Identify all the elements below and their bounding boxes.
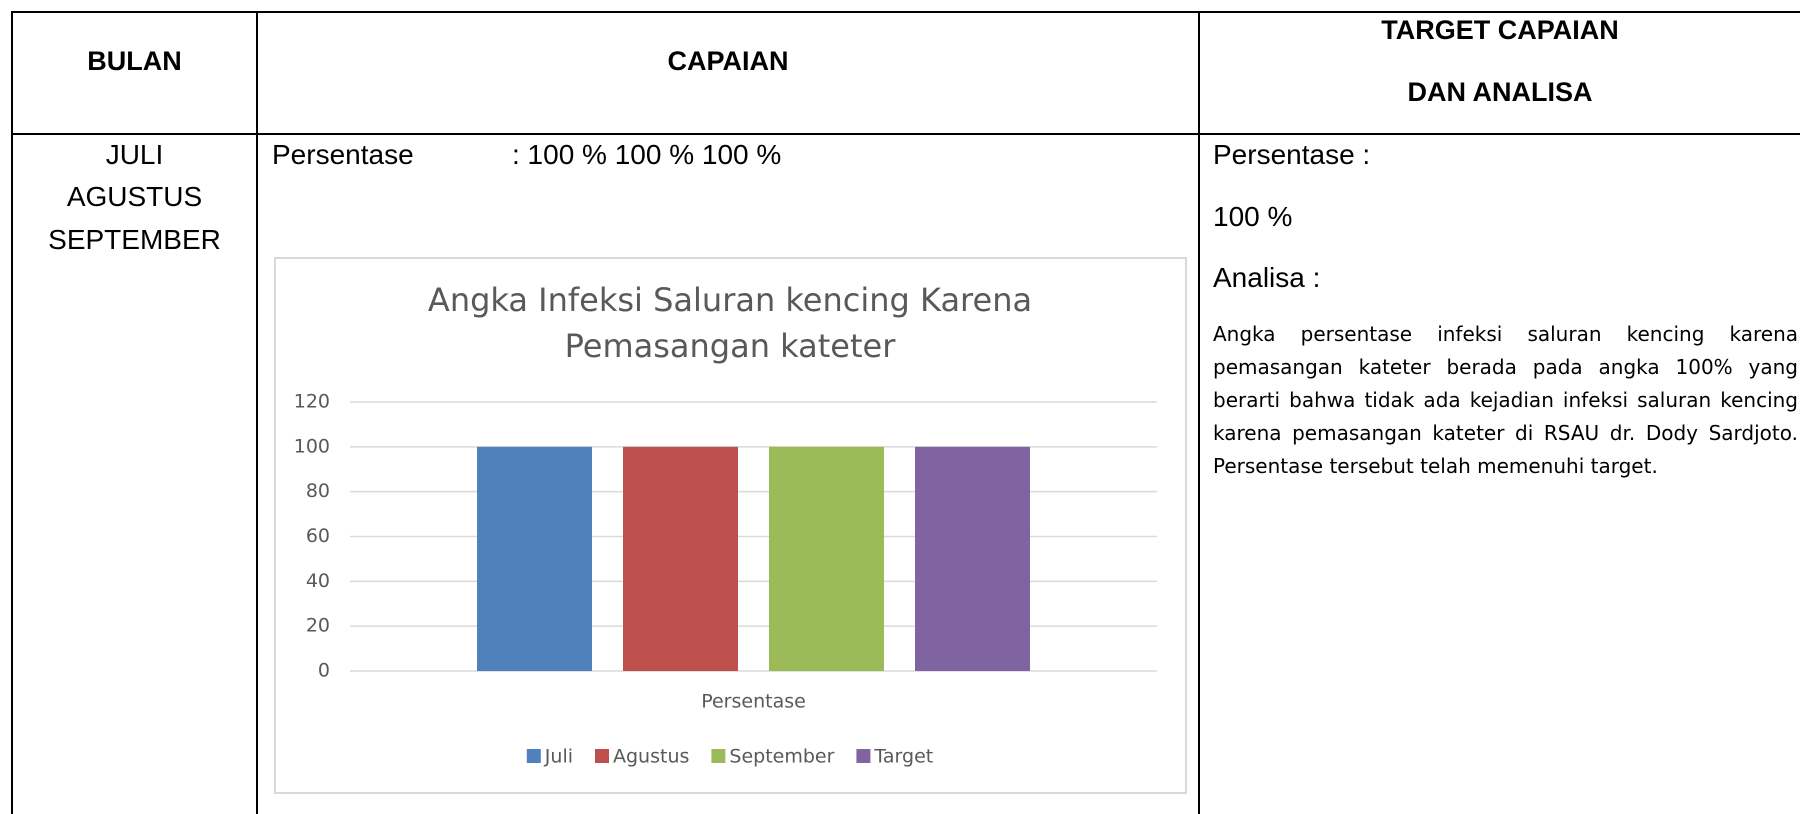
y-tick-label: 100 xyxy=(294,435,330,457)
header: BULAN xyxy=(87,46,182,76)
legend-label: September xyxy=(729,746,834,768)
chart-title: Angka Infeksi Saluran kencing Karena xyxy=(428,281,1032,319)
legend-swatch xyxy=(711,749,726,763)
legend-label: Juli xyxy=(544,746,573,768)
border xyxy=(11,11,1800,13)
chart: Angka Infeksi Saluran kencing Karena Pem… xyxy=(274,257,1187,794)
analysis: Angka persentase infeksi saluran kencing… xyxy=(1213,322,1798,478)
legend-label: Target xyxy=(873,746,933,768)
header: TARGET CAPAIAN xyxy=(1381,15,1619,45)
border xyxy=(1198,11,1200,814)
legend-label: Agustus xyxy=(613,746,689,768)
y-tick-label: 20 xyxy=(306,615,330,637)
label: Analisa : xyxy=(1213,262,1321,293)
legend-swatch xyxy=(526,749,541,763)
header: CAPAIAN xyxy=(667,46,789,76)
header: DAN ANALISA xyxy=(1407,77,1593,107)
bar xyxy=(915,446,1030,671)
month: JULI xyxy=(105,139,164,170)
chart-title: Pemasangan kateter xyxy=(565,327,897,365)
border xyxy=(11,133,1800,135)
bar xyxy=(477,446,592,671)
y-tick-label: 60 xyxy=(306,525,330,547)
y-tick-label: 120 xyxy=(294,391,330,413)
x-tick-label: Persentase xyxy=(701,691,806,713)
bar xyxy=(769,446,884,671)
value: 100 % xyxy=(1213,201,1293,232)
border xyxy=(11,11,13,814)
y-tick-label: 40 xyxy=(306,570,330,592)
month: AGUSTUS xyxy=(66,181,203,212)
label: Persentase : xyxy=(1213,139,1371,170)
month: SEPTEMBER xyxy=(48,224,221,255)
y-tick-label: 80 xyxy=(306,480,330,502)
border xyxy=(256,11,258,814)
legend-swatch xyxy=(595,749,609,763)
label: Persentase xyxy=(272,139,414,170)
y-tick-label: 0 xyxy=(318,660,330,682)
value: : 100 % 100 % 100 % xyxy=(512,139,782,170)
legend-swatch xyxy=(856,749,871,763)
bar xyxy=(623,446,738,671)
